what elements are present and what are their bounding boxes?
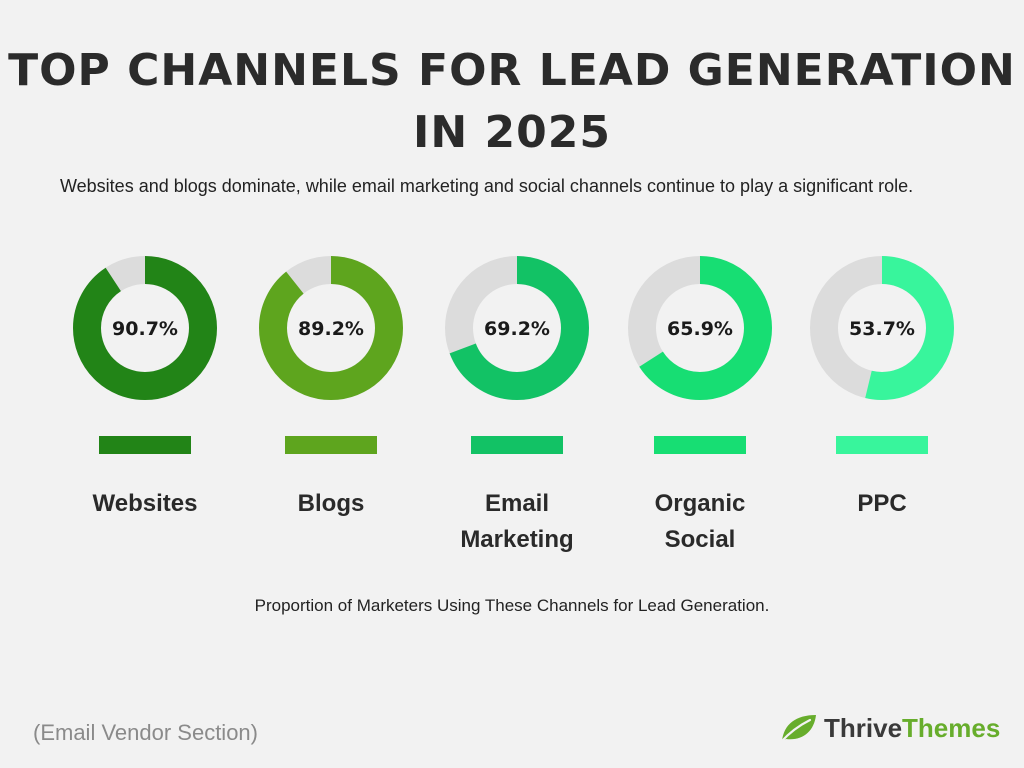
title-line-1: TOP CHANNELS FOR LEAD GENERATION — [8, 45, 1016, 96]
subtitle: Websites and blogs dominate, while email… — [60, 176, 914, 196]
chart-footnote: Proportion of Marketers Using These Chan… — [254, 596, 770, 615]
donut-arc — [73, 256, 217, 400]
brand-logo: Thrive Themes — [778, 712, 1000, 744]
legend-swatch-2 — [285, 436, 377, 454]
category-label-1: Websites — [55, 486, 235, 522]
category-label-line: Marketing — [460, 526, 574, 553]
donut-arc — [259, 256, 403, 400]
donut-2: 89.2% — [257, 254, 405, 402]
donut-1: 90.7% — [71, 254, 219, 402]
brand-name-part1: Thrive — [824, 712, 903, 743]
page-title: TOP CHANNELS FOR LEAD GENERATION IN 2025 — [0, 40, 1024, 164]
leaf-icon — [779, 715, 816, 744]
category-label-5: PPC — [792, 486, 972, 522]
donut-value-label: 69.2% — [484, 318, 550, 340]
donut-arc — [445, 256, 589, 400]
donut-value-label: 89.2% — [298, 318, 364, 340]
donut-arc — [810, 256, 954, 400]
category-label-line: PPC — [857, 490, 907, 517]
category-label-line: Social — [664, 526, 736, 553]
donut-3: 69.2% — [443, 254, 591, 402]
brand-name-part2: Themes — [902, 712, 1001, 743]
category-label-line: Blogs — [297, 490, 365, 517]
legend-swatch-5 — [836, 436, 928, 454]
legend-swatch-1 — [99, 436, 191, 454]
category-label-3: Email Marketing — [427, 486, 607, 558]
donut-value-label: 65.9% — [667, 318, 733, 340]
category-label-line: Organic — [654, 490, 746, 517]
donut-4: 65.9% — [626, 254, 774, 402]
legend-swatch-3 — [471, 436, 563, 454]
category-label-line: Email — [484, 490, 550, 517]
title-line-2: IN 2025 — [413, 107, 611, 158]
legend-swatch-4 — [654, 436, 746, 454]
source-label: (Email Vendor Section) — [33, 720, 258, 745]
category-label-4: Organic Social — [610, 486, 790, 558]
donut-arc — [628, 256, 772, 400]
donut-value-label: 90.7% — [112, 318, 178, 340]
donut-value-label: 53.7% — [849, 318, 915, 340]
category-label-2: Blogs — [241, 486, 421, 522]
donut-5: 53.7% — [808, 254, 956, 402]
category-label-line: Websites — [92, 490, 198, 517]
